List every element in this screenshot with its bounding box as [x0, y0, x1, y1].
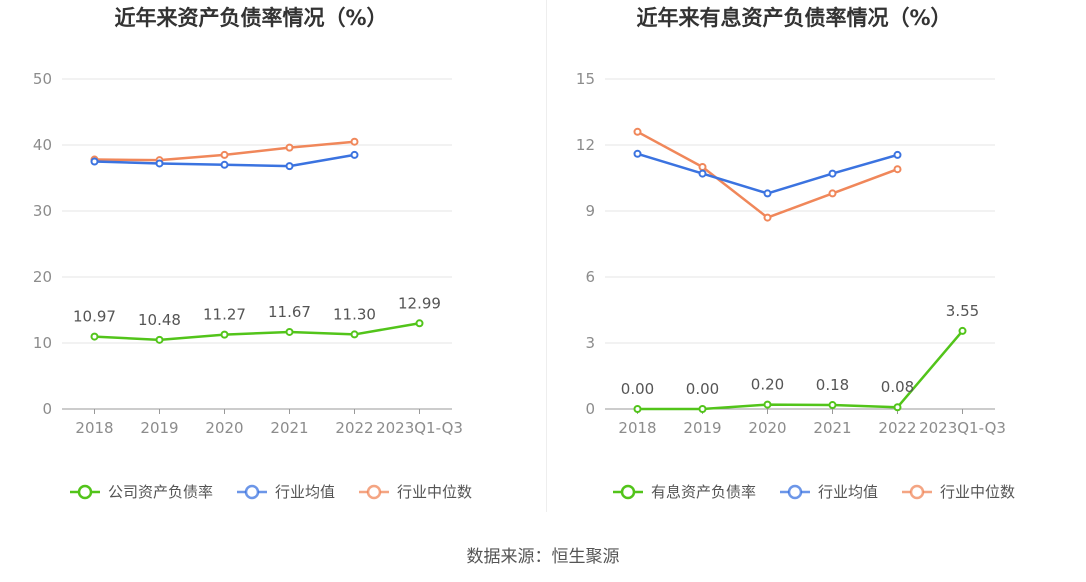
data-point-company — [763, 400, 772, 409]
data-label: 11.30 — [333, 305, 376, 323]
data-point-avg — [633, 149, 642, 158]
data-point-median — [828, 189, 837, 198]
y-tick-label: 20 — [33, 268, 52, 286]
x-tick-label: 2020 — [748, 419, 786, 437]
data-point-avg — [350, 150, 359, 159]
data-point-avg — [763, 189, 772, 198]
data-point-median — [698, 163, 707, 171]
data-label: 0.00 — [686, 380, 719, 398]
data-point-company — [350, 330, 359, 339]
y-tick-label: 0 — [585, 400, 595, 418]
data-label: 0.08 — [881, 378, 914, 396]
data-label: 12.99 — [398, 294, 441, 312]
data-point-median — [763, 213, 772, 222]
data-point-median — [220, 150, 229, 159]
y-tick-label: 3 — [585, 334, 595, 352]
data-point-median — [893, 165, 902, 174]
data-point-company — [285, 327, 294, 336]
data-label: 0.00 — [621, 380, 654, 398]
panel-divider — [546, 0, 547, 512]
legend-label: 公司资产负债率 — [108, 483, 213, 501]
x-tick-label: 2023Q1-Q3 — [919, 419, 1006, 437]
x-tick-label: 2019 — [140, 419, 178, 437]
legend-marker — [77, 484, 93, 500]
data-point-avg — [285, 162, 294, 171]
data-point-company — [893, 403, 902, 412]
legend-label: 行业中位数 — [940, 483, 1015, 501]
series-line-avg — [637, 152, 898, 195]
data-point-avg — [220, 160, 229, 169]
x-tick-label: 2018 — [618, 419, 656, 437]
chart-title: 近年来有息资产负债率情况（%） — [636, 6, 951, 30]
data-point-avg — [828, 169, 837, 178]
data-point-avg — [90, 157, 99, 166]
y-tick-label: 40 — [33, 136, 52, 154]
data-point-median — [350, 137, 359, 146]
chart-asset-liability-ratio: 近年来资产负债率情况（%） 0 10 20 30 40 50 2018 2019 2020 2021… — [0, 0, 543, 520]
x-tick-label: 2023Q1-Q3 — [376, 419, 463, 437]
y-tick-label: 50 — [33, 70, 52, 88]
y-tick-label: 30 — [33, 202, 52, 220]
data-label: 11.67 — [268, 303, 311, 321]
series-line-company — [637, 330, 964, 411]
legend-marker — [620, 484, 636, 500]
data-point-company — [220, 330, 229, 339]
legend-label: 行业均值 — [818, 483, 878, 501]
x-tick-label: 2020 — [205, 419, 243, 437]
data-point-company — [633, 405, 642, 413]
data-point-avg — [893, 150, 902, 159]
legend-marker — [787, 484, 803, 500]
legend-label: 行业均值 — [275, 483, 335, 501]
series-line-company — [94, 322, 420, 342]
legend-marker — [244, 484, 260, 500]
data-point-company — [415, 319, 424, 328]
legend-marker — [366, 484, 382, 500]
data-label: 10.97 — [73, 308, 116, 326]
data-label: 10.48 — [138, 311, 181, 329]
data-point-median — [633, 127, 642, 136]
data-point-company — [698, 405, 707, 413]
y-tick-label: 9 — [585, 202, 595, 220]
x-tick-label: 2022 — [335, 419, 373, 437]
data-point-company — [958, 326, 967, 335]
legend-label: 有息资产负债率 — [651, 483, 756, 501]
data-point-median — [285, 143, 294, 152]
x-tick-label: 2022 — [878, 419, 916, 437]
data-label: 0.18 — [816, 376, 849, 394]
chart-title: 近年来资产负债率情况（%） — [114, 6, 387, 30]
data-source-note: 数据来源：恒生聚源 — [466, 547, 620, 567]
data-point-company — [155, 335, 164, 344]
data-label: 3.55 — [946, 302, 979, 320]
x-tick-label: 2019 — [683, 419, 721, 437]
y-tick-label: 12 — [576, 136, 595, 154]
y-tick-label: 6 — [585, 268, 595, 286]
data-point-company — [828, 401, 837, 410]
legend-label: 行业中位数 — [397, 483, 472, 501]
y-tick-label: 10 — [33, 334, 52, 352]
chart-interest-bearing-liability-ratio: 近年来有息资产负债率情况（%） 0 3 6 9 12 15 2018 2019 2020 2021 2… — [543, 0, 1086, 520]
data-point-avg — [155, 159, 164, 168]
y-tick-label: 15 — [576, 70, 595, 88]
data-point-company — [90, 332, 99, 341]
data-label: 0.20 — [751, 376, 784, 394]
data-point-avg — [698, 169, 707, 178]
x-tick-label: 2018 — [75, 419, 113, 437]
data-label: 11.27 — [203, 306, 246, 324]
chart-svg-left: 近年来资产负债率情况（%） 0 10 20 30 40 50 2018 2019 2020 2021… — [33, 6, 472, 501]
x-tick-label: 2021 — [270, 419, 308, 437]
y-tick-label: 0 — [42, 400, 52, 418]
legend-marker — [909, 484, 925, 500]
x-tick-label: 2021 — [813, 419, 851, 437]
chart-svg-right: 近年来有息资产负债率情况（%） 0 3 6 9 12 15 2018 2019 2020 2021 2… — [576, 6, 1015, 501]
